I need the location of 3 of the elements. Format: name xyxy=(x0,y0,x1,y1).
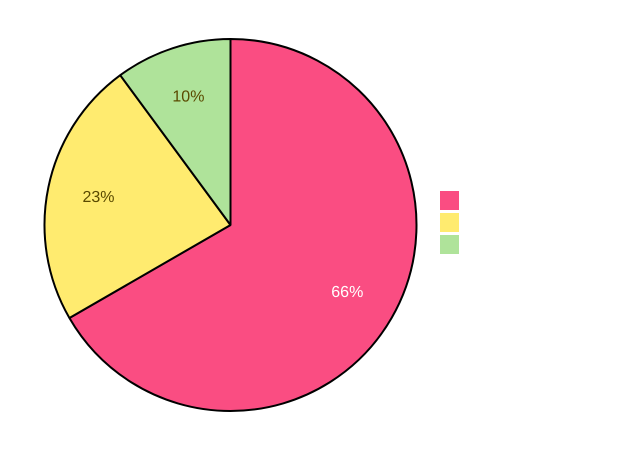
data-label: 66% xyxy=(331,284,364,301)
data-label: 10% xyxy=(172,88,204,106)
data-label: 23% xyxy=(82,188,115,206)
